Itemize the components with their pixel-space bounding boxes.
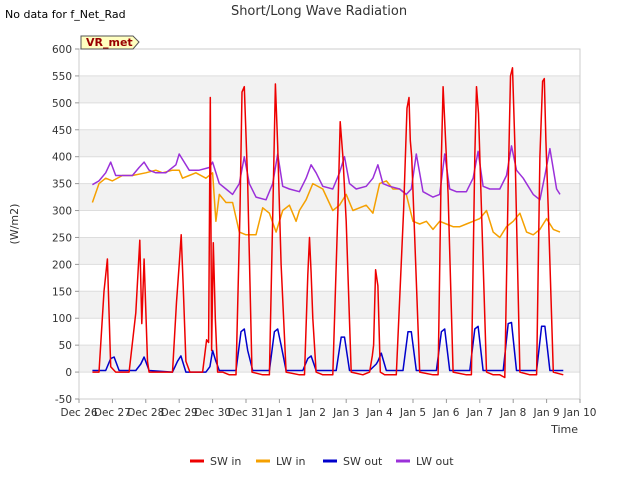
x-tick-label: Jan 1	[265, 407, 292, 419]
y-tick-label: 600	[52, 44, 72, 56]
y-tick-label: 150	[52, 286, 72, 298]
x-tick-label: Dec 30	[194, 407, 231, 419]
series-line-lw-in	[91, 169, 561, 239]
legend-label: LW in	[276, 455, 306, 468]
x-tick-label: Jan 10	[563, 407, 597, 419]
x-tick-label: Dec 27	[94, 407, 131, 419]
plot-band	[79, 345, 580, 373]
y-tick-label: 0	[65, 367, 72, 379]
y-tick-label: 250	[52, 232, 72, 244]
x-tick-label: Dec 29	[161, 407, 198, 419]
x-tick-label: Jan 6	[432, 407, 460, 419]
series-line-sw-out	[92, 321, 564, 373]
y-tick-label: 550	[52, 71, 72, 83]
x-tick-label: Jan 3	[332, 407, 359, 419]
y-tick-label: 300	[52, 206, 72, 218]
grid	[78, 48, 581, 400]
x-tick-label: Dec 31	[227, 407, 264, 419]
x-axis-label: Time	[550, 423, 578, 436]
plot-background	[79, 49, 580, 399]
y-tick-label: 400	[52, 152, 72, 164]
x-tick-label: Dec 28	[127, 407, 164, 419]
badge-label: VR_met	[86, 36, 133, 49]
no-data-note: No data for f_Net_Rad	[5, 8, 126, 21]
chart-title: Short/Long Wave Radiation	[231, 4, 407, 19]
legend-item-lw-out: LW out	[396, 455, 454, 468]
plot-band	[79, 237, 580, 265]
plot-band	[79, 75, 580, 103]
x-tick-label: Jan 4	[365, 407, 393, 419]
y-axis-label: (W/m2)	[8, 204, 21, 245]
y-tick-label: 450	[52, 125, 72, 137]
plot-area	[79, 49, 580, 399]
y-tick-label: 500	[52, 98, 72, 110]
plot-border	[78, 48, 581, 400]
legend-item-sw-out: SW out	[323, 455, 383, 468]
legend-item-lw-in: LW in	[256, 455, 306, 468]
x-tick-label: Jan 8	[499, 407, 526, 419]
y-tick-label: -50	[55, 394, 72, 406]
legend: SW in LW in SW out LW out	[190, 455, 454, 468]
vr-met-badge: VR_met	[80, 35, 140, 50]
series-lines	[91, 67, 564, 379]
x-tick-label: Jan 2	[299, 407, 326, 419]
x-tick-label: Jan 7	[466, 407, 493, 419]
legend-item-sw-in: SW in	[190, 455, 241, 468]
legend-label: LW out	[416, 455, 454, 468]
series-line-sw-in	[92, 67, 564, 379]
legend-label: SW out	[343, 455, 383, 468]
x-tick-label: Jan 9	[532, 407, 559, 419]
plot-band	[79, 291, 580, 319]
series-line-lw-out	[92, 145, 561, 201]
y-axis-ticks: -50 0 50 100 150 200 250 300 350 400 450 500 550 600	[52, 44, 79, 406]
y-tick-label: 50	[59, 340, 72, 352]
plot-band	[79, 129, 580, 157]
y-tick-label: 350	[52, 179, 72, 191]
x-tick-label: Jan 5	[399, 407, 426, 419]
y-tick-label: 100	[52, 313, 72, 325]
y-tick-label: 200	[52, 259, 72, 271]
legend-label: SW in	[210, 455, 241, 468]
x-tick-label: Dec 26	[60, 407, 97, 419]
